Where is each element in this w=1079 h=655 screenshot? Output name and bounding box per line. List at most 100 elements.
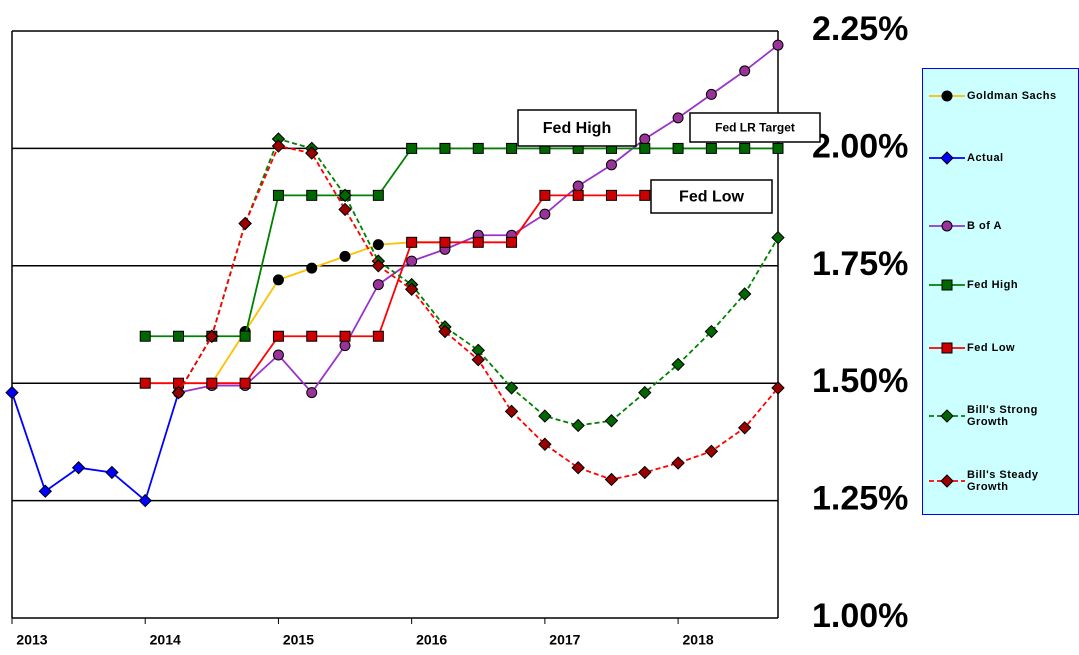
legend-swatch	[929, 90, 965, 102]
x-tick-label: 2014	[150, 632, 181, 648]
data-point	[672, 142, 684, 154]
data-point	[339, 250, 351, 262]
legend-label: B of A	[967, 220, 1002, 232]
legend-marker	[941, 342, 953, 354]
data-point	[472, 142, 484, 154]
data-point	[205, 329, 219, 343]
data-point	[404, 282, 419, 296]
data-point	[737, 421, 752, 435]
legend-marker	[940, 151, 954, 165]
data-point	[272, 274, 284, 286]
data-point	[506, 236, 518, 248]
data-point	[372, 330, 384, 342]
series-line	[145, 194, 645, 385]
data-point	[704, 444, 719, 458]
data-point	[671, 456, 685, 470]
data-point	[339, 340, 351, 352]
legend-swatch	[929, 342, 965, 354]
data-point	[604, 472, 619, 487]
data-point	[704, 324, 719, 339]
data-point	[705, 142, 717, 154]
data-point	[105, 465, 119, 480]
legend-label: Fed High	[967, 279, 1019, 291]
data-point	[572, 189, 584, 201]
legend-entry: Bill's Strong Growth	[927, 404, 1078, 428]
data-point	[539, 189, 551, 201]
data-point	[571, 461, 585, 475]
data-point	[306, 189, 318, 201]
series-line	[178, 44, 779, 395]
data-point	[639, 142, 651, 154]
data-point	[139, 330, 151, 342]
data-point	[71, 461, 86, 475]
y-tick-label: 2.00%	[812, 127, 908, 165]
legend-entry: Bill's Steady Growth	[927, 469, 1078, 493]
legend-swatch	[929, 151, 965, 165]
legend-swatch	[929, 474, 965, 488]
data-point	[439, 142, 451, 154]
annotation-box	[689, 112, 821, 143]
data-point	[138, 493, 152, 508]
annotation-box	[650, 179, 773, 214]
legend-entry: Actual	[927, 146, 1078, 170]
annotation-box	[517, 109, 637, 147]
data-point	[571, 418, 585, 433]
data-point	[705, 88, 717, 100]
data-point	[672, 112, 684, 124]
data-point	[471, 353, 485, 367]
legend-entry: Fed High	[927, 273, 1078, 297]
data-point	[239, 377, 251, 389]
y-tick-label: 2.25%	[812, 10, 908, 48]
data-point	[771, 381, 785, 395]
data-point	[305, 146, 319, 160]
legend-label: Goldman Sachs	[967, 90, 1057, 102]
legend-label: Bill's Steady Growth	[967, 469, 1039, 493]
x-tick-label: 2013	[16, 632, 47, 648]
data-point	[572, 180, 584, 192]
legend-marker	[941, 220, 953, 232]
data-point	[772, 39, 784, 51]
data-point	[338, 202, 352, 217]
data-point	[5, 385, 19, 400]
data-point	[372, 189, 384, 201]
annotation: Fed High	[543, 120, 611, 137]
data-point	[238, 216, 252, 231]
data-point	[139, 377, 151, 389]
data-point	[338, 188, 352, 203]
y-tick-label: 1.75%	[812, 245, 908, 283]
data-point	[771, 230, 785, 245]
series-line	[11, 392, 180, 503]
data-point	[638, 465, 652, 480]
legend-entry: Fed Low	[927, 336, 1078, 360]
data-point	[272, 189, 284, 201]
data-point	[605, 159, 617, 171]
legend-marker	[940, 474, 954, 488]
data-point	[171, 385, 186, 400]
data-point	[671, 357, 685, 372]
legend-label: Bill's Strong Growth	[967, 404, 1038, 428]
y-tick-label: 1.50%	[812, 362, 908, 400]
data-point	[38, 484, 53, 498]
legend-marker	[941, 90, 953, 102]
data-point	[406, 142, 418, 154]
data-point	[306, 387, 318, 399]
data-point	[406, 255, 418, 267]
data-point	[739, 142, 751, 154]
data-point	[739, 65, 751, 77]
data-point	[372, 279, 384, 291]
data-point	[504, 404, 519, 419]
data-point	[639, 189, 651, 201]
data-point	[372, 239, 384, 251]
legend-entry: B of A	[927, 214, 1078, 238]
data-point	[772, 142, 784, 154]
data-point	[206, 377, 218, 389]
data-point	[639, 133, 651, 145]
data-point	[538, 409, 552, 423]
legend-marker	[940, 409, 954, 423]
x-tick-label: 2018	[683, 632, 714, 648]
y-tick-label: 1.00%	[812, 597, 908, 635]
data-point	[438, 324, 452, 339]
data-point	[539, 208, 551, 220]
